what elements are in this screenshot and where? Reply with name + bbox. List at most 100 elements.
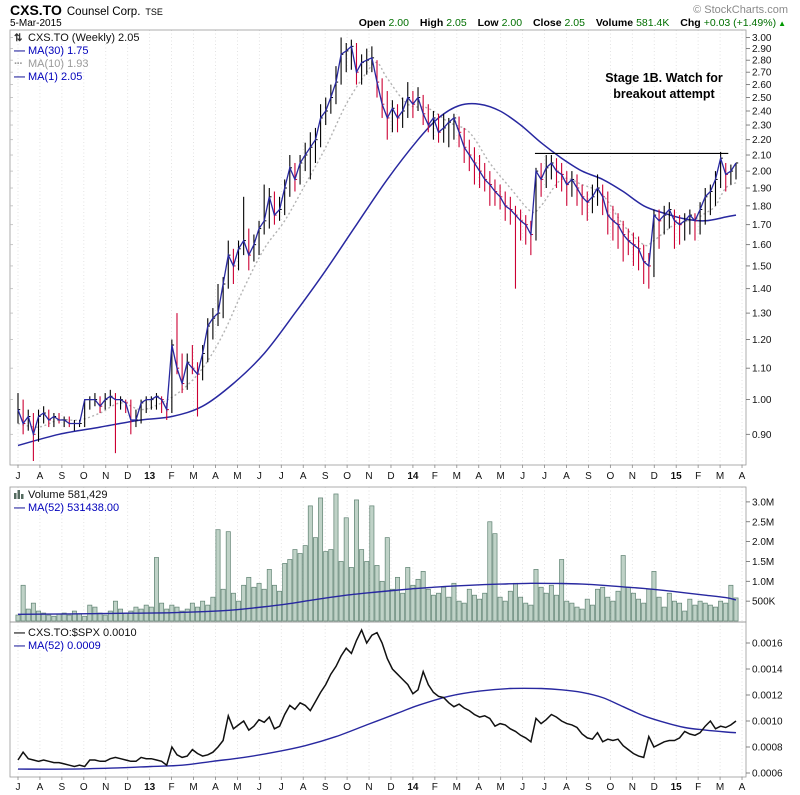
svg-text:1.0M: 1.0M: [752, 577, 774, 588]
ticker-symbol: CXS.TO: [10, 2, 62, 18]
price-panel-legend: ⇅ CXS.TO (Weekly) 2.05 — MA(30) 1.75 ··· MA…: [14, 32, 139, 84]
svg-text:A: A: [563, 471, 570, 482]
chg-value: +0.03 (+1.49%): [703, 17, 777, 29]
ratio-panel-legend: — CXS.TO:$SPX 0.0010 — MA(52) 0.0009: [14, 627, 137, 653]
svg-text:2.70: 2.70: [752, 68, 772, 79]
open-label: Open: [358, 17, 386, 29]
svg-text:D: D: [124, 782, 131, 793]
quote-summary: Open 2.00 High 2.05 Low 2.00 Close 2.05 Volu…: [351, 17, 786, 29]
svg-text:N: N: [102, 782, 109, 793]
volume-ma52-legend: MA(52) 531438.00: [28, 502, 120, 514]
svg-text:0.90: 0.90: [752, 430, 772, 441]
svg-text:0.0012: 0.0012: [752, 691, 783, 702]
svg-text:F: F: [695, 471, 701, 482]
svg-text:O: O: [606, 782, 614, 793]
volume-ma52-line-icon: —: [14, 502, 25, 514]
svg-text:1.40: 1.40: [752, 284, 772, 295]
svg-text:O: O: [343, 471, 351, 482]
svg-text:J: J: [279, 471, 284, 482]
svg-text:J: J: [520, 471, 525, 482]
volume-legend-title: Volume 581,429: [28, 489, 108, 501]
ratio-ma52-line-icon: —: [14, 640, 25, 652]
svg-text:N: N: [365, 782, 372, 793]
svg-text:J: J: [542, 782, 547, 793]
svg-text:0.0010: 0.0010: [752, 717, 783, 728]
svg-text:N: N: [365, 471, 372, 482]
svg-text:2.00: 2.00: [752, 167, 772, 178]
svg-text:O: O: [606, 471, 614, 482]
svg-text:F: F: [169, 471, 175, 482]
svg-text:2.20: 2.20: [752, 135, 772, 146]
ma10-legend: MA(10) 1.93: [28, 58, 89, 70]
svg-text:O: O: [343, 782, 351, 793]
svg-text:S: S: [585, 471, 592, 482]
svg-text:0.0016: 0.0016: [752, 639, 783, 650]
svg-text:J: J: [16, 782, 21, 793]
low-value: 2.00: [501, 17, 523, 29]
close-value: 2.05: [564, 17, 585, 29]
svg-text:D: D: [651, 782, 658, 793]
ma30-line-icon: —: [14, 45, 25, 57]
svg-text:A: A: [475, 782, 482, 793]
svg-text:13: 13: [144, 471, 156, 482]
svg-text:S: S: [59, 782, 66, 793]
svg-text:A: A: [37, 471, 44, 482]
svg-text:A: A: [212, 782, 219, 793]
svg-text:A: A: [563, 782, 570, 793]
svg-text:15: 15: [671, 782, 683, 793]
svg-text:J: J: [279, 782, 284, 793]
svg-text:1.50: 1.50: [752, 261, 772, 272]
svg-text:1.90: 1.90: [752, 184, 772, 195]
svg-text:S: S: [585, 782, 592, 793]
svg-text:3.00: 3.00: [752, 33, 772, 44]
svg-text:A: A: [212, 471, 219, 482]
svg-text:O: O: [80, 471, 88, 482]
svg-text:D: D: [387, 782, 394, 793]
svg-text:A: A: [300, 782, 307, 793]
svg-text:N: N: [629, 471, 636, 482]
svg-text:1.20: 1.20: [752, 335, 772, 346]
svg-text:0.0006: 0.0006: [752, 769, 783, 780]
svg-text:A: A: [739, 782, 746, 793]
ma30-legend: MA(30) 1.75: [28, 45, 89, 57]
annotation-line2: breakout attempt: [613, 87, 715, 101]
ratio-ma52-legend: MA(52) 0.0009: [28, 640, 101, 652]
svg-text:M: M: [497, 471, 505, 482]
svg-text:S: S: [322, 782, 329, 793]
svg-text:1.80: 1.80: [752, 201, 772, 212]
ma10-dotted-line-icon: ···: [14, 58, 23, 70]
svg-text:F: F: [432, 782, 438, 793]
svg-text:S: S: [59, 471, 66, 482]
svg-text:J: J: [16, 471, 21, 482]
svg-text:3.0M: 3.0M: [752, 497, 774, 508]
close-label: Close: [532, 17, 562, 29]
stage-annotation: Stage 1B. Watch for breakout attempt: [578, 70, 750, 102]
svg-text:0.0008: 0.0008: [752, 743, 783, 754]
svg-text:D: D: [387, 471, 394, 482]
svg-text:1.30: 1.30: [752, 309, 772, 320]
chg-label: Chg: [680, 17, 701, 29]
svg-text:F: F: [432, 471, 438, 482]
svg-text:O: O: [80, 782, 88, 793]
company-name: Counsel Corp.: [66, 6, 141, 18]
svg-text:14: 14: [407, 471, 419, 482]
volume-panel-legend: Volume 581,429 — MA(52) 531438.00: [14, 489, 119, 515]
up-triangle-icon: ▲: [778, 19, 786, 28]
high-label: High: [419, 17, 444, 29]
low-label: Low: [477, 17, 499, 29]
svg-text:S: S: [322, 471, 329, 482]
svg-text:1.60: 1.60: [752, 240, 772, 251]
svg-text:J: J: [257, 782, 262, 793]
svg-text:2.10: 2.10: [752, 151, 772, 162]
svg-text:M: M: [233, 782, 241, 793]
svg-text:A: A: [300, 471, 307, 482]
ratio-legend-title: CXS.TO:$SPX 0.0010: [28, 627, 137, 639]
svg-text:1.00: 1.00: [752, 395, 772, 406]
svg-text:F: F: [695, 782, 701, 793]
svg-text:D: D: [651, 471, 658, 482]
updown-arrows-icon: ⇅: [14, 33, 23, 44]
svg-text:M: M: [716, 471, 724, 482]
high-value: 2.05: [446, 17, 467, 29]
svg-text:M: M: [189, 782, 197, 793]
